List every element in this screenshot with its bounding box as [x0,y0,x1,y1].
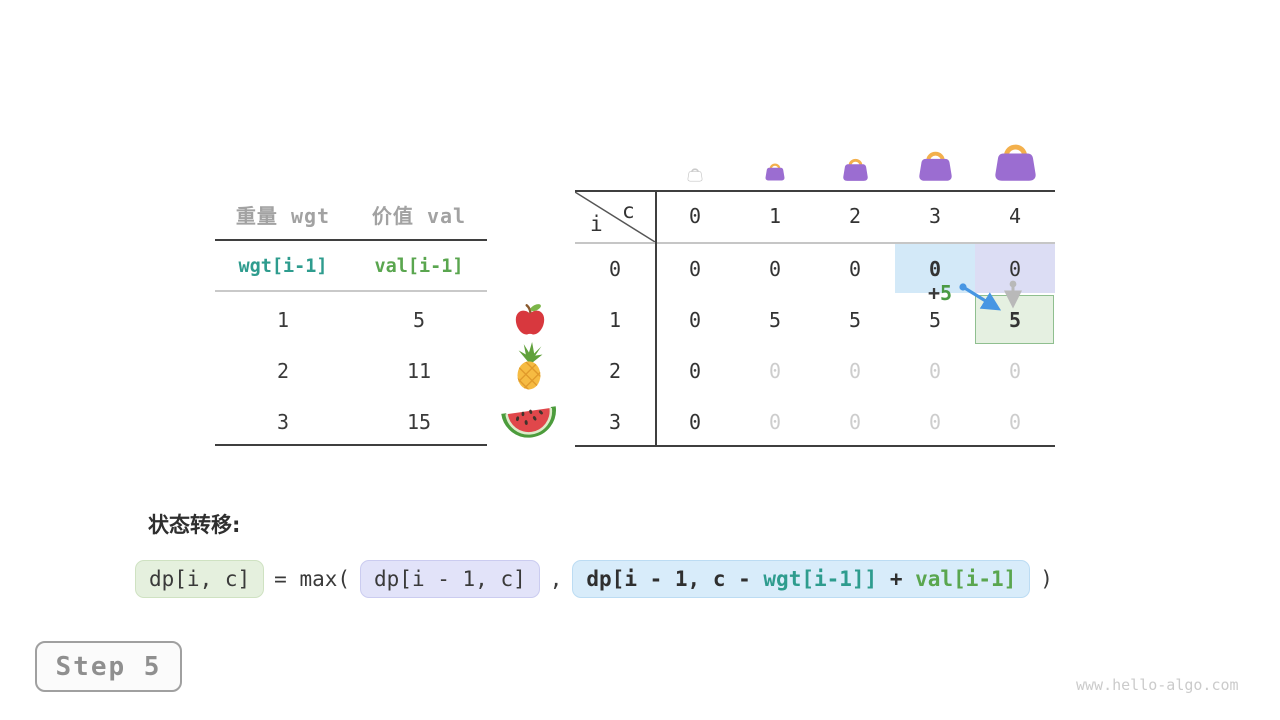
dp-corner-row-var: i [590,212,603,236]
dp-cell-2-3: 0 [928,358,942,383]
dp-col-header-3: 3 [928,204,942,228]
keep-transition-arrow-icon [1004,280,1022,309]
dp-cell-3-0: 0 [688,409,702,434]
dp-border-top [575,190,1055,192]
formula-take-box: dp[i - 1, c - wgt[i-1]] + val[i-1] [572,560,1031,598]
items-header-value: 价值 val [371,204,467,228]
items-table: 重量 wgt 价值 val wgt[i-1] val[i-1] 1 5 2 11… [215,190,487,448]
dp-cell-0-0: 0 [688,256,702,281]
bag-large-icon [915,144,956,183]
formula-take-plus: + [877,567,916,591]
dp-table: c i 0 1 2 3 4 0 1 2 3 0 0 0 0 0 0 5 5 5 … [575,190,1055,448]
dp-cell-2-0: 0 [688,358,702,383]
transition-formula: dp[i, c] = max( dp[i - 1, c] , dp[i - 1,… [135,560,1053,598]
watermelon-icon [501,406,556,438]
items-table-border-top [215,239,487,241]
dp-corner-col-var: c [622,199,635,223]
dp-cell-3-3: 0 [928,409,942,434]
dp-col-header-0: 0 [688,204,702,228]
dp-col-header-1: 1 [768,204,782,228]
step-button[interactable]: Step 5 [35,641,182,692]
item-row-2-val: 11 [406,359,432,383]
bag-xlarge-icon [990,135,1041,184]
dp-cell-2-1: 0 [768,358,782,383]
dp-cell-1-2: 5 [848,307,862,332]
items-index-val: val[i-1] [374,256,464,277]
dp-cell-1-1: 5 [768,307,782,332]
dp-row-header-3: 3 [608,409,622,434]
dp-col-header-4: 4 [1008,204,1022,228]
dp-cell-0-3: 0 [928,256,942,281]
items-header-weight: 重量 wgt [235,204,331,228]
dp-cell-3-2: 0 [848,409,862,434]
bag-medium-icon [840,153,871,183]
dp-cell-2-4: 0 [1008,358,1022,383]
formula-result-box: dp[i, c] [135,560,265,598]
plus-value-annotation: +5 [918,281,962,305]
pineapple-icon [517,342,543,390]
formula-closing: ) [1040,567,1053,591]
dp-header-underline [575,242,1055,244]
item-row-1-wgt: 1 [276,308,290,332]
formula-take-prefix: dp[i - 1, c - [586,567,764,591]
item-row-2-wgt: 2 [276,359,290,383]
dp-row-header-1: 1 [608,307,622,332]
formula-take-wgt: wgt[i-1]] [763,567,878,591]
dp-cell-0-1: 0 [768,256,782,281]
watermark: www.hello-algo.com [1076,676,1239,694]
transition-heading: 状态转移: [148,513,241,537]
formula-keep-box: dp[i - 1, c] [360,560,540,598]
dp-cell-3-1: 0 [768,409,782,434]
apple-icon [515,304,545,335]
dp-row-header-0: 0 [608,256,622,281]
dp-border-vertical [655,190,657,447]
items-index-wgt: wgt[i-1] [238,256,328,277]
formula-separator: , [549,567,563,591]
dp-cell-1-3: 5 [928,307,942,332]
dp-cell-0-4: 0 [1008,256,1022,281]
item-row-1-val: 5 [412,308,426,332]
take-transition-arrow-icon [959,283,1002,311]
dp-cell-3-4: 0 [1008,409,1022,434]
bag-empty-icon [686,165,704,182]
dp-cell-0-2: 0 [848,256,862,281]
items-table-border-bottom [215,444,487,446]
dp-border-bottom [575,445,1055,447]
formula-equals: = max( [274,567,351,591]
annotation-value: 5 [940,281,953,305]
bag-small-icon [763,159,787,182]
item-row-3-val: 15 [406,410,432,434]
formula-take-val: val[i-1] [915,567,1017,591]
dp-cell-1-4: 5 [1008,307,1022,332]
dp-cell-1-0: 0 [688,307,702,332]
annotation-operator: + [927,281,940,305]
items-table-divider [215,290,487,292]
item-row-3-wgt: 3 [276,410,290,434]
dp-cell-2-2: 0 [848,358,862,383]
dp-row-header-2: 2 [608,358,622,383]
dp-corner-diagonal [575,192,655,242]
dp-col-header-2: 2 [848,204,862,228]
